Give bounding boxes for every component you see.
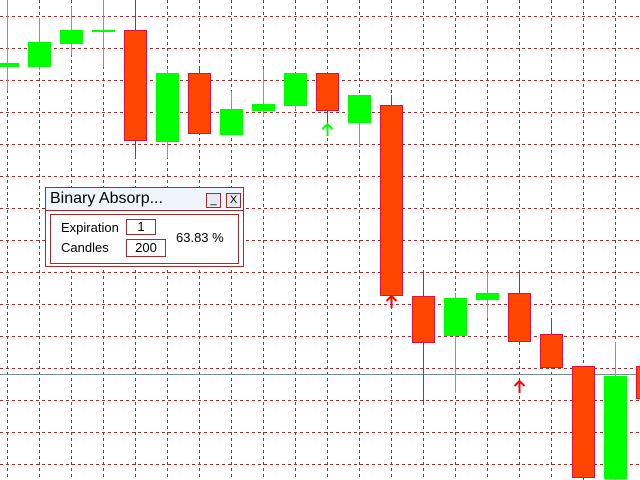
minimize-button[interactable]: _ [206, 193, 221, 208]
bearish-candle [412, 296, 435, 343]
signal-arrow-up-icon [321, 122, 334, 136]
signal-arrow-up-icon [385, 294, 398, 308]
bullish-candle [28, 42, 51, 67]
bullish-candle [220, 109, 243, 135]
candles-label: Candles [61, 240, 109, 255]
bearish-candle [636, 366, 640, 399]
bullish-candle [476, 293, 499, 300]
bullish-candle [60, 30, 83, 44]
bullish-candle [348, 95, 371, 123]
bearish-candle [540, 334, 563, 368]
expiration-label: Expiration [61, 220, 119, 235]
close-button[interactable]: X [226, 193, 241, 208]
binary-absorption-panel: Binary Absorp... _ X Expiration 1 Candle… [45, 187, 244, 267]
bearish-candle [508, 293, 531, 342]
bearish-candle [316, 73, 339, 111]
bullish-candle [284, 73, 307, 106]
panel-title-bar[interactable]: Binary Absorp... _ X [46, 188, 243, 211]
bullish-candle [444, 298, 467, 336]
bearish-candle [572, 366, 595, 478]
panel-body: Expiration 1 Candles 200 63.83 % [50, 214, 239, 264]
candles-input[interactable]: 200 [126, 239, 166, 257]
bullish-candle [0, 63, 19, 67]
signal-arrow-up-icon [513, 379, 526, 393]
bearish-candle [124, 30, 147, 141]
bearish-candle [188, 73, 211, 134]
result-percentage: 63.83 % [176, 230, 224, 245]
panel-title: Binary Absorp... [50, 190, 163, 207]
bearish-candle [380, 105, 403, 296]
bullish-candle [92, 30, 115, 32]
expiration-input[interactable]: 1 [126, 219, 156, 235]
bullish-candle [156, 73, 179, 142]
bullish-candle [252, 104, 275, 111]
bullish-candle [604, 376, 627, 479]
